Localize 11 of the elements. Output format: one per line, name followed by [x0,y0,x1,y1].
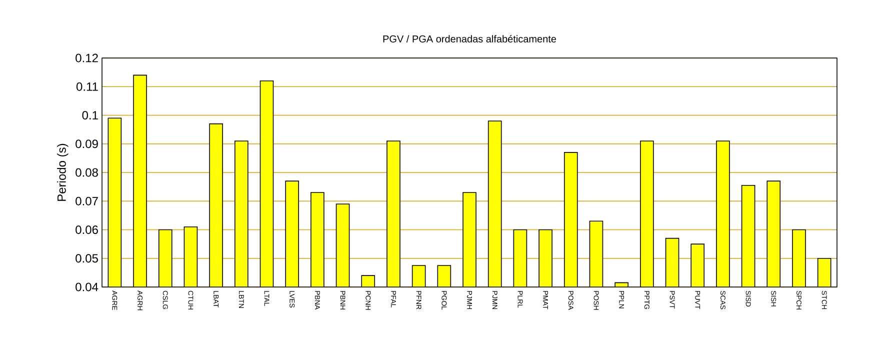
y-tick-label: 0.08 [76,168,98,177]
y-tick-label: 0.11 [76,82,98,91]
y-tick-label: 0.04 [76,282,98,292]
y-tick-label: 0.09 [76,140,98,148]
y-tick-label: 0.06 [76,225,98,234]
y-tick-label: 0.1 [82,111,98,120]
y-tick-label: 0.05 [76,254,98,263]
y-axis-title: Periodo (s) [57,144,68,201]
y-tick-label: 0.07 [76,196,98,206]
chart-title: PGV / PGA ordenadas alfabéticamente [383,35,556,42]
y-tick-label: 0.12 [76,54,98,62]
